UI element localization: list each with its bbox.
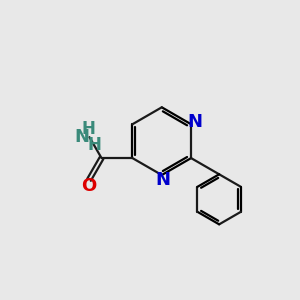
Text: H: H — [81, 120, 95, 138]
Text: N: N — [187, 113, 202, 131]
Text: N: N — [156, 171, 171, 189]
Text: H: H — [88, 136, 101, 154]
Text: N: N — [74, 128, 89, 146]
Text: O: O — [81, 177, 97, 195]
